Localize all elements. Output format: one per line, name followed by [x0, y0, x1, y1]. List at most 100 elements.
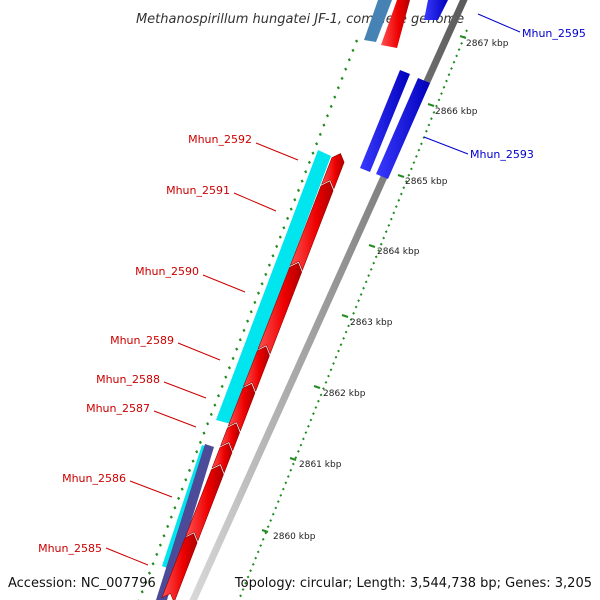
forward-cds-group — [161, 153, 345, 600]
track-dot — [166, 524, 170, 529]
ruler-dot — [369, 268, 373, 271]
gene-label-mhun-2589[interactable]: Mhun_2589 — [110, 334, 174, 347]
forward-cds-block — [289, 181, 334, 271]
track-dot — [256, 291, 261, 295]
ruler-dot — [450, 67, 453, 70]
ruler-dot — [397, 198, 401, 202]
ruler-dot — [256, 550, 260, 554]
track-dot — [169, 515, 173, 519]
ruler-dot — [289, 468, 293, 472]
ruler-dot — [311, 412, 315, 416]
gene-label-mhun-2595[interactable]: Mhun_2595 — [522, 27, 586, 40]
ruler-dot — [417, 148, 421, 152]
ruler-dot — [437, 98, 441, 102]
ruler-dot — [342, 337, 346, 340]
gene-leader-line — [202, 274, 246, 293]
track-dot — [351, 48, 355, 53]
forward-cds-block — [185, 465, 224, 542]
ruler-dot — [316, 399, 320, 403]
track-dot — [311, 151, 315, 155]
ruler-dot — [374, 255, 378, 259]
forward-cds-block — [220, 423, 240, 452]
ruler-label: 2864 kbp — [377, 247, 420, 257]
ruler-dot — [409, 167, 413, 171]
ruler-dot — [460, 41, 464, 45]
blue-cds-1 — [360, 70, 410, 172]
ruler-label: 2867 kbp — [466, 39, 509, 49]
track-dot — [206, 422, 210, 426]
ruler-dot — [379, 242, 383, 246]
ruler-dot — [414, 155, 418, 158]
track-dot — [275, 244, 279, 249]
track-dot — [187, 468, 192, 473]
track-dot — [278, 235, 282, 239]
ruler-major-tick — [368, 244, 376, 248]
gene-leader-line — [177, 342, 221, 361]
gene-label-mhun-2591[interactable]: Mhun_2591 — [166, 184, 230, 197]
ruler-dot — [337, 349, 340, 353]
ruler-dot — [274, 506, 278, 510]
track-dot — [304, 170, 308, 174]
gene-label-mhun-2588[interactable]: Mhun_2588 — [96, 373, 160, 386]
track-dot — [355, 39, 359, 43]
track-dot — [144, 580, 148, 585]
ruler-label: 2860 kbp — [273, 532, 316, 542]
track-dot — [296, 188, 301, 193]
ruler-dot — [435, 104, 438, 108]
ruler-dot — [354, 305, 358, 309]
gene-label-mhun-2585[interactable]: Mhun_2585 — [38, 542, 102, 555]
ruler-dot — [347, 324, 351, 328]
ruler-dot — [334, 355, 338, 359]
ruler-dot — [339, 343, 343, 347]
top-blue-feature — [424, 0, 448, 20]
track-dot — [151, 562, 155, 566]
gene-label-mhun-2587[interactable]: Mhun_2587 — [86, 402, 150, 415]
gene-leader-line — [423, 136, 469, 155]
ruler-dot — [394, 205, 398, 208]
ruler-dot — [377, 249, 381, 252]
track-dot — [224, 375, 228, 379]
track-dot — [249, 310, 253, 314]
ruler-dot — [239, 594, 242, 598]
ruler-dot — [286, 475, 290, 478]
ruler-major-tick — [313, 385, 321, 389]
rna-track-upper — [216, 150, 331, 424]
ruler-label: 2865 kbp — [405, 177, 448, 187]
track-dot — [325, 114, 330, 118]
ruler-dot — [251, 562, 255, 566]
ruler-dot — [266, 525, 270, 529]
ruler-label: 2863 kbp — [350, 318, 393, 328]
track-dot — [195, 450, 199, 454]
ruler-dot — [404, 180, 408, 183]
ruler-dot — [259, 544, 263, 548]
ruler-dot — [332, 362, 335, 365]
ruler-dot — [249, 569, 252, 573]
ruler-dot — [455, 54, 459, 58]
track-dot — [307, 160, 311, 165]
track-dot — [213, 403, 217, 407]
ruler-dot — [322, 387, 325, 390]
ruler-dot — [269, 519, 273, 522]
ruler-major-tick — [289, 457, 297, 461]
ruler-dot — [276, 500, 280, 503]
forward-cds-block — [211, 443, 233, 474]
gene-label-mhun-2592[interactable]: Mhun_2592 — [188, 133, 252, 146]
track-dot — [227, 366, 231, 370]
track-dot — [260, 282, 264, 286]
ruler-dot — [442, 85, 446, 89]
ruler-dot — [362, 286, 366, 290]
ruler-dot — [324, 381, 328, 384]
track-dot — [271, 254, 275, 258]
ruler-dot — [382, 236, 386, 240]
ruler-dot — [357, 299, 361, 303]
ruler-dot — [254, 556, 258, 560]
ruler-dot — [309, 418, 313, 422]
track-dot — [264, 272, 268, 277]
gene-label-mhun-2586[interactable]: Mhun_2586 — [62, 472, 126, 485]
gene-label-mhun-2590[interactable]: Mhun_2590 — [135, 265, 199, 278]
gene-label-mhun-2593[interactable]: Mhun_2593 — [470, 148, 534, 161]
ruler-major-tick — [261, 529, 269, 533]
ruler-dot — [294, 456, 298, 460]
ruler-dot — [429, 117, 433, 121]
